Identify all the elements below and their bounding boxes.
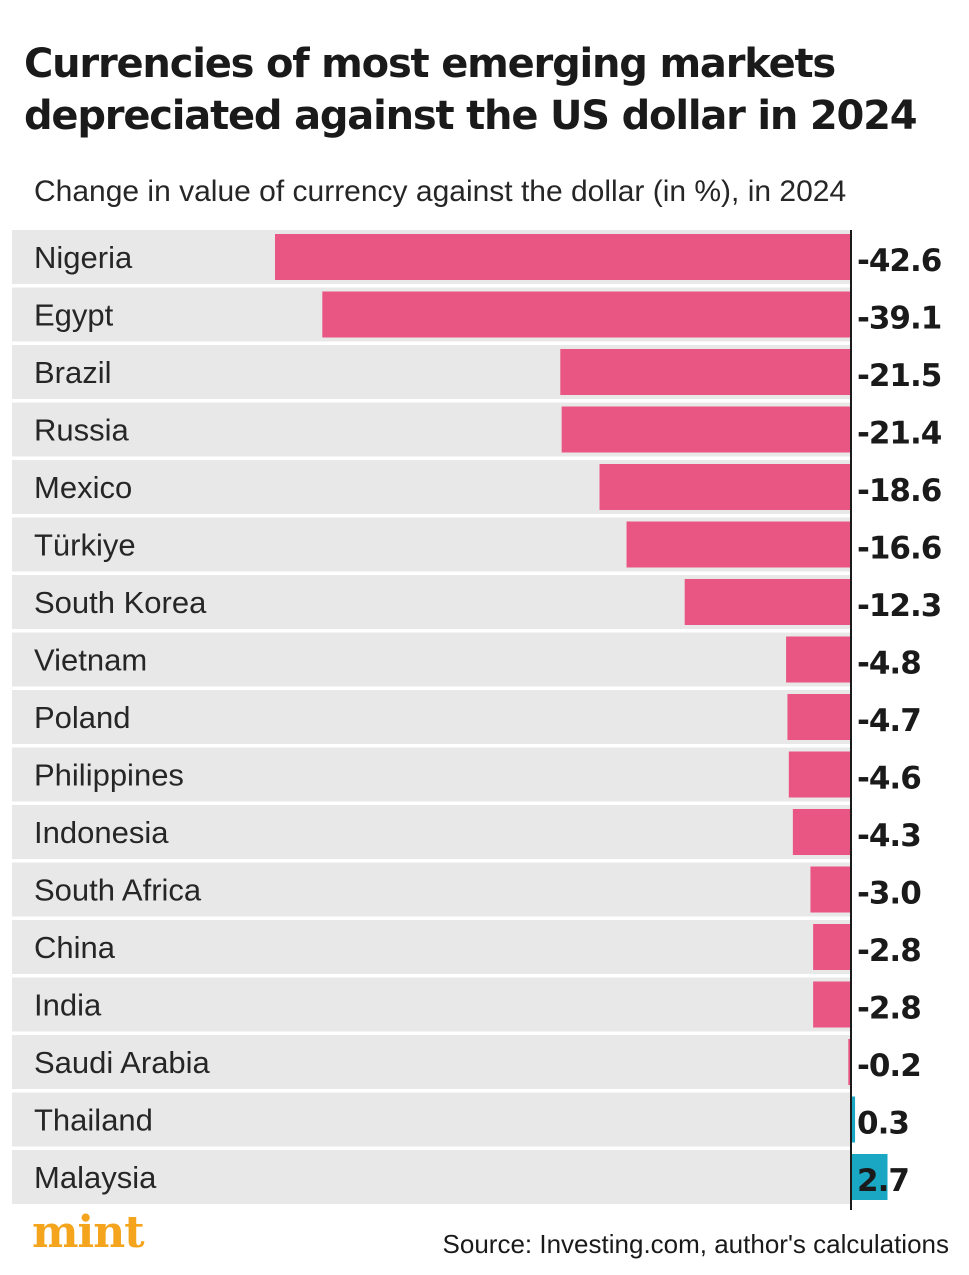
bar-russia	[561, 406, 851, 453]
category-label-philippines: Philippines	[34, 758, 184, 793]
row-background-china	[12, 920, 851, 974]
category-label-thailand: Thailand	[34, 1103, 153, 1138]
category-label-russia: Russia	[34, 413, 130, 448]
value-label-russia: -21.4	[857, 416, 942, 452]
bar-saudi-arabia	[848, 1039, 851, 1085]
value-label-vietnam: -4.8	[857, 646, 921, 682]
row-background-saudi-arabia	[12, 1035, 851, 1089]
value-labels: -42.6 -39.1 -21.5 -21.4 -18.6 -16.6 -12.3 -4.8 -…	[857, 243, 943, 1199]
bar-t-rkiye	[626, 521, 851, 568]
value-label-china: -2.8	[857, 933, 921, 969]
category-label-saudi-arabia: Saudi Arabia	[34, 1045, 211, 1080]
value-label-south-africa: -3.0	[857, 876, 921, 912]
value-label-philippines: -4.6	[857, 761, 921, 797]
value-label-nigeria: -42.6	[857, 243, 941, 279]
bar-india	[813, 981, 851, 1028]
row-background-malaysia	[12, 1150, 851, 1204]
category-label-nigeria: Nigeria	[34, 240, 133, 275]
value-label-egypt: -39.1	[857, 301, 941, 337]
category-label-china: China	[34, 930, 116, 965]
category-label-indonesia: Indonesia	[34, 815, 169, 850]
chart-subtitle: Change in value of currency against the …	[34, 175, 847, 208]
category-labels: Nigeria Egypt Brazil Russia Mexico Türkiye Sou…	[34, 240, 211, 1195]
value-label-india: -2.8	[857, 991, 921, 1027]
value-label-poland: -4.7	[857, 703, 921, 739]
row-background-indonesia	[12, 805, 851, 859]
row-background-poland	[12, 690, 851, 744]
value-label-malaysia: 2.7	[857, 1163, 909, 1199]
value-label-south-korea: -12.3	[857, 588, 941, 624]
bar-south-korea	[684, 579, 851, 625]
category-label-india: India	[34, 988, 102, 1023]
bars	[275, 234, 888, 1200]
mint-logo: mint	[32, 1207, 145, 1258]
bar-mexico	[599, 464, 851, 510]
bar-thailand	[851, 1096, 856, 1143]
bar-egypt	[322, 291, 851, 338]
bar-south-africa	[810, 866, 851, 913]
bar-brazil	[560, 349, 851, 395]
value-label-mexico: -18.6	[857, 473, 941, 509]
value-label-brazil: -21.5	[857, 358, 941, 394]
category-label-south-korea: South Korea	[34, 585, 207, 620]
category-label-poland: Poland	[34, 700, 131, 735]
bar-china	[813, 924, 851, 970]
value-label-thailand: 0.3	[857, 1106, 909, 1142]
category-label-south-africa: South Africa	[34, 873, 202, 908]
category-label-t-rkiye: Türkiye	[34, 528, 136, 563]
value-label-indonesia: -4.3	[857, 818, 921, 854]
bar-indonesia	[792, 809, 851, 855]
category-label-mexico: Mexico	[34, 470, 132, 505]
row-background-india	[12, 977, 851, 1032]
row-background-philippines	[12, 747, 851, 802]
row-background-thailand	[12, 1092, 851, 1147]
source-note: Source: Investing.com, author's calculat…	[442, 1229, 949, 1259]
value-label-saudi-arabia: -0.2	[857, 1048, 921, 1084]
category-label-brazil: Brazil	[34, 355, 112, 390]
category-label-egypt: Egypt	[34, 298, 114, 333]
bar-philippines	[788, 751, 851, 798]
value-label-t-rkiye: -16.6	[857, 531, 941, 567]
row-background-south-africa	[12, 862, 851, 917]
bar-malaysia	[851, 1154, 888, 1200]
bar-poland	[787, 694, 851, 740]
bar-nigeria	[275, 234, 851, 280]
chart-title: Currencies of most emerging markets depr…	[24, 41, 918, 139]
category-label-malaysia: Malaysia	[34, 1160, 157, 1195]
category-label-vietnam: Vietnam	[34, 643, 147, 678]
row-background-vietnam	[12, 632, 851, 687]
bar-vietnam	[786, 636, 851, 683]
